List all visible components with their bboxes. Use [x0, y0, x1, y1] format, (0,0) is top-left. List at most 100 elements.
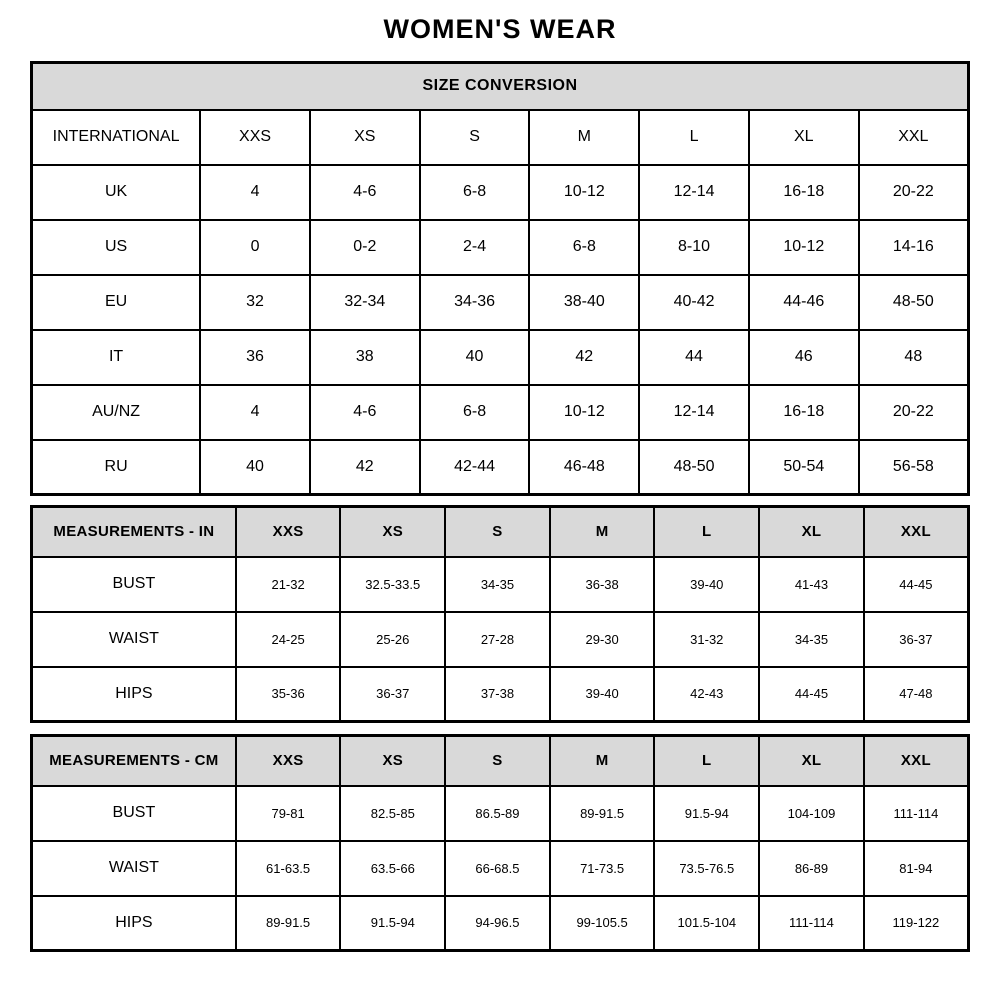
size-conversion-header: SIZE CONVERSION — [30, 61, 970, 111]
cell: 42-44 — [418, 438, 531, 496]
column-header-l: L — [638, 108, 750, 166]
page-title: WOMEN'S WEAR — [383, 14, 617, 44]
cell: 32.5-33.5 — [339, 555, 447, 613]
row-label-waist: WAIST — [30, 610, 237, 668]
cell: 12-14 — [638, 163, 750, 221]
cell: 89-91.5 — [548, 784, 656, 842]
table-row-waist-cm: WAIST 61-63.5 63.5-66 66-68.5 71-73.5 73… — [30, 839, 970, 897]
table-row-eu: EU 32 32-34 34-36 38-40 40-42 44-46 48-5… — [30, 273, 970, 331]
cell: 21-32 — [234, 555, 342, 613]
table-row-hips-in: HIPS 35-36 36-37 37-38 39-40 42-43 44-45… — [30, 665, 970, 723]
cell: 44-46 — [747, 273, 860, 331]
cell: 39-40 — [653, 555, 761, 613]
table-row-waist-in: WAIST 24-25 25-26 27-28 29-30 31-32 34-3… — [30, 610, 970, 668]
cell: 86-89 — [758, 839, 865, 897]
cell: 71-73.5 — [548, 839, 656, 897]
column-header-xs: XS — [308, 108, 421, 166]
cell: 101.5-104 — [653, 894, 761, 952]
cell: 48-50 — [638, 438, 750, 496]
cell: 31-32 — [653, 610, 761, 668]
cell: 48 — [857, 328, 970, 386]
column-header-international: INTERNATIONAL — [30, 108, 202, 166]
cell: 6-8 — [418, 383, 531, 441]
cell: 36 — [199, 328, 311, 386]
cell: 20-22 — [857, 163, 970, 221]
column-header-s: S — [444, 734, 551, 787]
cell: 24-25 — [234, 610, 342, 668]
column-header-xs: XS — [339, 734, 447, 787]
row-label-it: IT — [30, 328, 202, 386]
cell: 4-6 — [308, 383, 421, 441]
cell: 40 — [199, 438, 311, 496]
cell: 81-94 — [862, 839, 970, 897]
cell: 42-43 — [653, 665, 761, 723]
cell: 39-40 — [548, 665, 656, 723]
measurements-in-table: MEASUREMENTS - IN XXS XS S M L XL XXL BU… — [30, 505, 970, 723]
size-conversion-table: SIZE CONVERSION INTERNATIONAL XXS XS S M… — [30, 61, 970, 496]
row-label-bust: BUST — [30, 784, 237, 842]
cell: 86.5-89 — [444, 784, 551, 842]
table-row-aunz: AU/NZ 4 4-6 6-8 10-12 12-14 16-18 20-22 — [30, 383, 970, 441]
table-row: MEASUREMENTS - CM XXS XS S M L XL XXL — [30, 734, 970, 787]
row-label-eu: EU — [30, 273, 202, 331]
row-label-waist: WAIST — [30, 839, 237, 897]
cell: 50-54 — [747, 438, 860, 496]
cell: 44-45 — [862, 555, 970, 613]
cell: 20-22 — [857, 383, 970, 441]
column-header-l: L — [653, 734, 761, 787]
cell: 79-81 — [234, 784, 342, 842]
cell: 6-8 — [418, 163, 531, 221]
column-header-xl: XL — [758, 505, 865, 558]
cell: 35-36 — [234, 665, 342, 723]
cell: 94-96.5 — [444, 894, 551, 952]
row-label-bust: BUST — [30, 555, 237, 613]
column-header-xl: XL — [747, 108, 860, 166]
table-row-uk: UK 4 4-6 6-8 10-12 12-14 16-18 20-22 — [30, 163, 970, 221]
cell: 2-4 — [418, 218, 531, 276]
table-row: INTERNATIONAL XXS XS S M L XL XXL — [30, 108, 970, 166]
cell: 34-35 — [758, 610, 865, 668]
table-row-ru: RU 40 42 42-44 46-48 48-50 50-54 56-58 — [30, 438, 970, 496]
cell: 66-68.5 — [444, 839, 551, 897]
cell: 32-34 — [308, 273, 421, 331]
row-label-uk: UK — [30, 163, 202, 221]
cell: 38 — [308, 328, 421, 386]
cell: 40 — [418, 328, 531, 386]
cell: 47-48 — [862, 665, 970, 723]
cell: 111-114 — [758, 894, 865, 952]
cell: 14-16 — [857, 218, 970, 276]
cell: 6-8 — [528, 218, 641, 276]
row-label-us: US — [30, 218, 202, 276]
measurements-cm-header: MEASUREMENTS - CM — [30, 734, 237, 787]
column-header-s: S — [418, 108, 531, 166]
cell: 48-50 — [857, 273, 970, 331]
cell: 34-36 — [418, 273, 531, 331]
measurements-in-header: MEASUREMENTS - IN — [30, 505, 237, 558]
column-header-xxl: XXL — [862, 505, 970, 558]
cell: 56-58 — [857, 438, 970, 496]
cell: 44-45 — [758, 665, 865, 723]
cell: 42 — [528, 328, 641, 386]
cell: 99-105.5 — [548, 894, 656, 952]
cell: 89-91.5 — [234, 894, 342, 952]
cell: 0-2 — [308, 218, 421, 276]
cell: 82.5-85 — [339, 784, 447, 842]
column-header-xxs: XXS — [234, 734, 342, 787]
table-row-bust-in: BUST 21-32 32.5-33.5 34-35 36-38 39-40 4… — [30, 555, 970, 613]
cell: 44 — [638, 328, 750, 386]
column-header-m: M — [548, 505, 656, 558]
cell: 32 — [199, 273, 311, 331]
cell: 73.5-76.5 — [653, 839, 761, 897]
cell: 37-38 — [444, 665, 551, 723]
row-label-aunz: AU/NZ — [30, 383, 202, 441]
column-header-m: M — [548, 734, 656, 787]
column-header-l: L — [653, 505, 761, 558]
cell: 41-43 — [758, 555, 865, 613]
cell: 36-37 — [862, 610, 970, 668]
row-label-hips: HIPS — [30, 894, 237, 952]
cell: 10-12 — [747, 218, 860, 276]
table-row-it: IT 36 38 40 42 44 46 48 — [30, 328, 970, 386]
column-header-xl: XL — [758, 734, 865, 787]
cell: 0 — [199, 218, 311, 276]
